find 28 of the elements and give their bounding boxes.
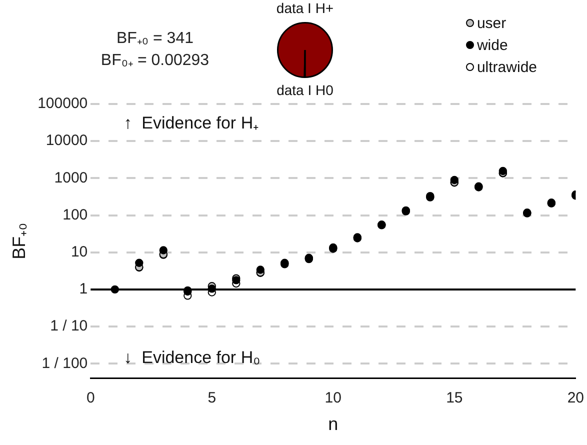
y-tick-label: 1000 xyxy=(54,169,88,186)
point xyxy=(135,258,144,267)
x-tick-label: 10 xyxy=(324,390,342,407)
x-tick-label: 15 xyxy=(446,390,463,407)
text: BF₀₊ = 0.00293 xyxy=(100,51,210,71)
y-axis-title: BF₊₀ xyxy=(8,222,29,260)
y-tick-label: 1 xyxy=(79,280,88,298)
y-tick-label: 1 / 10 xyxy=(50,318,88,335)
slice-label: data I H+ xyxy=(276,0,334,16)
text: BF₊₀ = 341 xyxy=(115,29,194,49)
x-axis-title: n xyxy=(328,414,338,434)
annotation: ↓ Evidence for H₀ xyxy=(124,348,260,368)
y-tick-label: 100 xyxy=(62,206,88,224)
x-tick-label: 20 xyxy=(567,390,584,407)
point xyxy=(450,176,459,184)
legend-label: ultrawide xyxy=(476,58,537,78)
y-tick-label: 1 / 100 xyxy=(42,354,88,372)
y-tick-label: 10000 xyxy=(46,132,88,150)
y-tick-label: 10 xyxy=(70,244,88,261)
point xyxy=(256,266,265,274)
annotation: ↑ Evidence for H₊ xyxy=(124,114,260,133)
y-tick-label: 100000 xyxy=(38,95,88,112)
x-tick-label: 5 xyxy=(208,390,216,407)
x-tick-label: 0 xyxy=(86,390,95,407)
legend-label: user xyxy=(476,14,508,34)
point xyxy=(159,246,168,254)
slice-label: data I H0 xyxy=(276,82,334,98)
legend-label: wide xyxy=(476,36,509,56)
